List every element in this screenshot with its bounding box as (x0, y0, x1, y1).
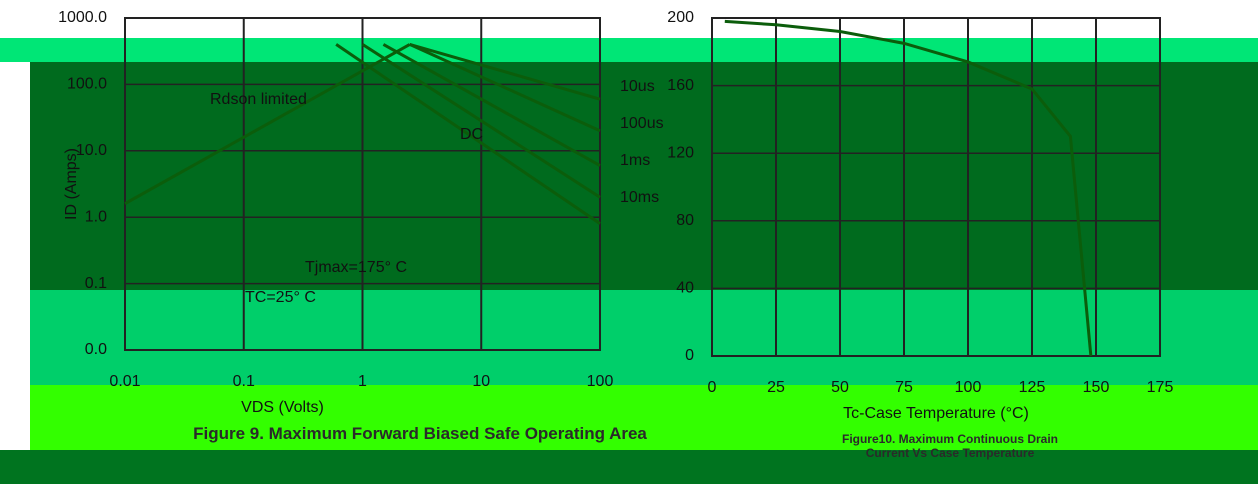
y-tick-label: 40 (676, 280, 694, 297)
x-tick-label: 25 (767, 379, 785, 396)
x-tick-label: 100 (955, 379, 982, 396)
y-tick-label: 120 (667, 144, 694, 161)
x-tick-label: 125 (1019, 379, 1046, 396)
x-axis-label: Tc-Case Temperature (°C) (843, 405, 1029, 422)
y-tick-label: 0.1 (85, 275, 107, 292)
series-label: DC (460, 126, 483, 143)
x-tick-label: 1 (358, 373, 367, 390)
y-axis-label: ID (Amps) (63, 148, 80, 220)
x-tick-label: 150 (1083, 379, 1110, 396)
annotation: TC=25° C (245, 289, 316, 306)
x-tick-label: 10 (472, 373, 490, 390)
band (30, 290, 1258, 385)
series-line (124, 43, 411, 205)
band (30, 385, 1258, 450)
series-line (409, 42, 601, 101)
series-line (409, 43, 601, 133)
x-tick-label: 175 (1147, 379, 1174, 396)
y-tick-label: 80 (676, 212, 694, 229)
y-tick-label: 10.0 (76, 142, 107, 159)
series-label: 1ms (620, 152, 650, 169)
chart-title: Figure10. Maximum Continuous Drain Curre… (841, 432, 1059, 460)
y-tick-label: 1.0 (85, 208, 107, 225)
y-tick-label: 160 (667, 77, 694, 94)
series-label: 10ms (620, 189, 659, 206)
x-tick-label: 100 (587, 373, 614, 390)
series-label: 100us (620, 115, 664, 132)
series-line (335, 43, 601, 225)
series-label: Rdson limited (210, 91, 307, 108)
band (30, 62, 1258, 290)
y-tick-label: 0 (685, 347, 694, 364)
x-tick-label: 0 (708, 379, 717, 396)
x-tick-label: 0.1 (233, 373, 255, 390)
series-label: 10us (620, 78, 655, 95)
x-tick-label: 0.01 (109, 373, 140, 390)
series-line (361, 43, 601, 199)
y-tick-label: 200 (667, 9, 694, 26)
band (0, 38, 1258, 62)
y-tick-label: 1000.0 (58, 9, 107, 26)
x-axis-label: VDS (Volts) (241, 399, 324, 416)
x-tick-label: 75 (895, 379, 913, 396)
annotation: Tjmax=175° C (305, 259, 407, 276)
x-tick-label: 50 (831, 379, 849, 396)
y-tick-label: 0.0 (85, 341, 107, 358)
series-line (724, 19, 1093, 357)
band (0, 450, 1258, 484)
y-tick-label: 100.0 (67, 76, 107, 93)
chart-title: Figure 9. Maximum Forward Biased Safe Op… (193, 424, 647, 443)
series-line (382, 43, 601, 167)
